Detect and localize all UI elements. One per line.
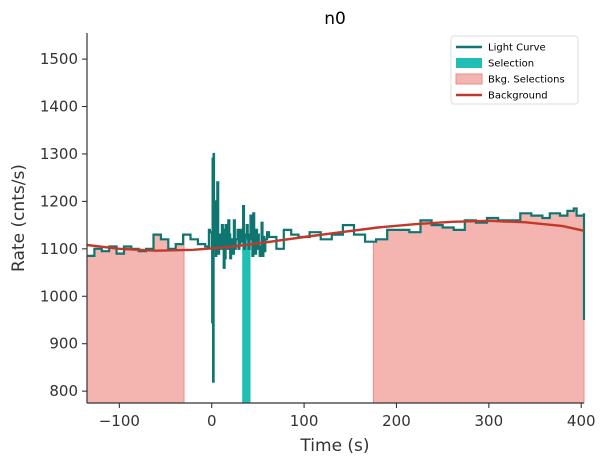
x-ticks: −100 0 100 200 300 400 (99, 403, 596, 430)
y-tick-label: 1500 (40, 50, 78, 68)
selection-area (242, 206, 251, 403)
x-tick-label: 400 (567, 412, 596, 430)
legend-label: Light Curve (488, 43, 546, 54)
y-tick-label: 1200 (40, 192, 78, 210)
y-tick-label: 1100 (40, 240, 78, 258)
y-axis-label: Rate (cnts/s) (9, 164, 29, 272)
y-tick-label: 1400 (40, 98, 78, 116)
y-tick-label: 1000 (40, 287, 78, 305)
legend: Light Curve Selection Bkg. Selections Backg… (450, 35, 579, 105)
selection-region (242, 206, 251, 403)
legend-frame (450, 35, 579, 105)
x-tick-label: 0 (207, 412, 217, 430)
bkg-selection-region-2 (372, 208, 585, 404)
legend-label: Bkg. Selections (488, 75, 565, 86)
x-tick-label: 200 (382, 412, 411, 430)
series-group (86, 152, 586, 383)
x-tick-label: 300 (475, 412, 504, 430)
bkg-selection-region-1 (86, 234, 185, 404)
legend-patch-swatch (456, 58, 482, 68)
chart-title: n0 (324, 9, 346, 29)
legend-label: Selection (488, 59, 534, 70)
background-line (86, 219, 585, 252)
axes (86, 33, 584, 404)
y-tick-label: 800 (49, 382, 78, 400)
x-tick-label: 100 (290, 412, 319, 430)
y-tick-label: 900 (49, 335, 78, 353)
x-axis-label: Time (s) (299, 436, 369, 456)
y-ticks: 800 900 1000 1100 1200 1300 1400 1500 (40, 50, 87, 400)
x-tick-label: −100 (99, 412, 140, 430)
legend-label: Background (488, 91, 548, 102)
y-tick-label: 1300 (40, 145, 78, 163)
legend-patch-swatch (455, 73, 483, 85)
